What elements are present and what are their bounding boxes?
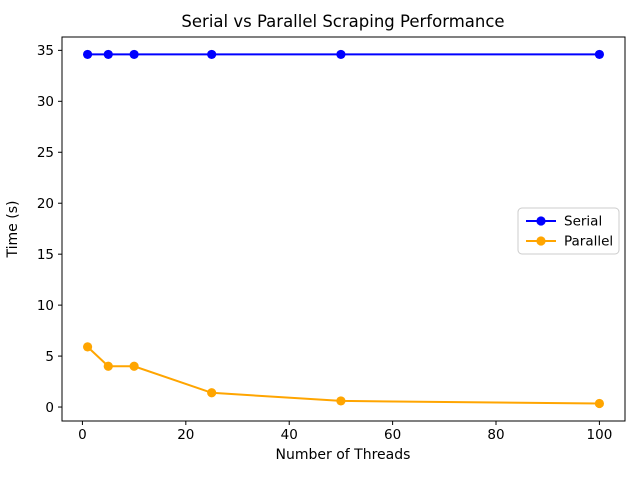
x-tick-label: 40 <box>281 427 298 443</box>
legend: Serial Parallel <box>517 207 620 255</box>
y-tick-label: 25 <box>37 145 54 161</box>
chart-title: Serial vs Parallel Scraping Performance <box>181 12 504 31</box>
data-point-parallel <box>336 396 346 406</box>
y-tick-label: 35 <box>37 43 54 59</box>
y-axis-label: Time (s) <box>5 201 21 259</box>
x-tick-label: 100 <box>587 427 613 443</box>
x-tick-label: 80 <box>487 427 504 443</box>
x-tick-label: 20 <box>177 427 194 443</box>
y-tick-label: 15 <box>37 247 54 263</box>
plot-area: 0 20 40 60 80 100 0 5 10 15 20 25 30 35 <box>37 36 626 443</box>
x-tick-label: 60 <box>384 427 401 443</box>
y-tick-label: 5 <box>45 349 54 365</box>
plot-spines <box>61 36 626 422</box>
data-point-serial <box>129 49 139 60</box>
data-point-parallel <box>103 361 113 371</box>
y-tick-label: 30 <box>37 94 54 110</box>
legend-label-serial: Serial <box>564 214 602 230</box>
data-point-serial <box>594 49 605 60</box>
x-axis-label: Number of Threads <box>276 447 411 463</box>
y-tick-label: 10 <box>37 298 54 314</box>
data-point-parallel <box>129 361 139 371</box>
data-point-serial <box>82 49 93 60</box>
series-line-parallel <box>86 346 600 405</box>
data-point-parallel <box>594 398 605 409</box>
x-tick-label: 0 <box>78 427 87 443</box>
y-tick-label: 0 <box>45 400 54 416</box>
data-point-serial <box>207 49 217 60</box>
y-tick-label: 20 <box>37 196 54 212</box>
legend-marker-parallel <box>536 236 546 246</box>
legend-marker-serial <box>536 216 546 226</box>
data-point-parallel <box>207 388 217 398</box>
legend-label-parallel: Parallel <box>564 234 613 250</box>
data-point-serial <box>336 49 346 60</box>
data-point-parallel <box>82 342 93 352</box>
data-point-serial <box>103 49 113 60</box>
